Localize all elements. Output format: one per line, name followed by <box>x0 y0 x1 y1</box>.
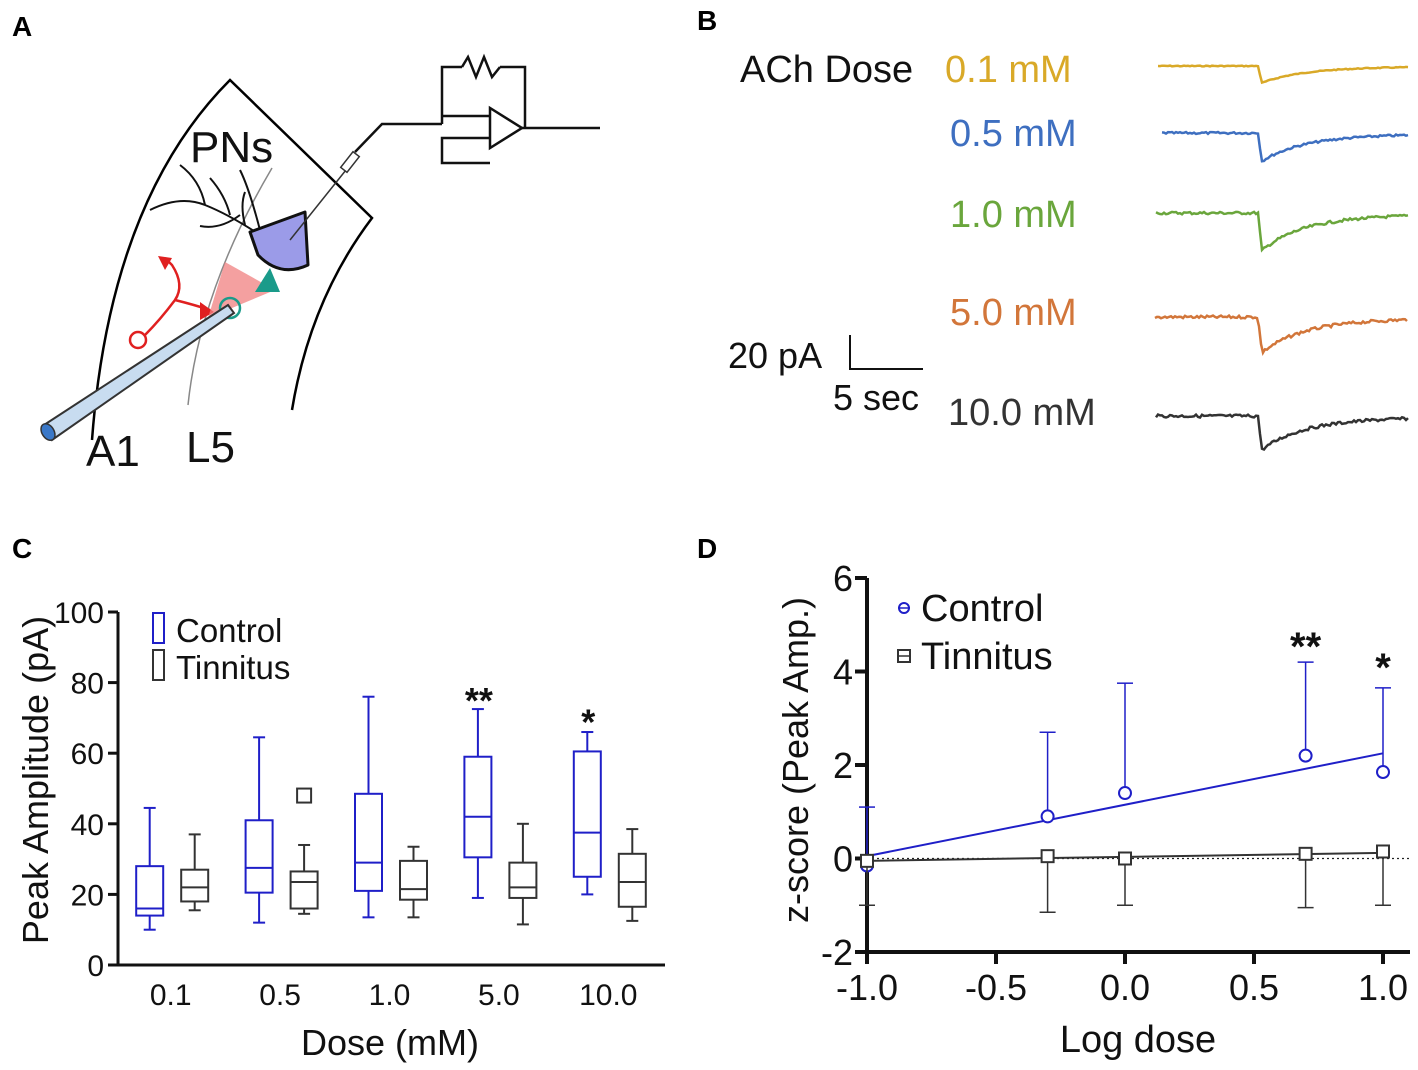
y-tick-label: 4 <box>833 652 853 693</box>
stim-site-circle <box>218 296 242 320</box>
box <box>399 859 428 901</box>
pns-label: PNs <box>190 123 273 172</box>
trace-label: 5.0 mM <box>950 292 1077 334</box>
cortex-slice-outline <box>90 78 374 441</box>
current-trace <box>1157 64 1409 85</box>
panel-b-letter: B <box>697 5 717 36</box>
significance-marker: ** <box>465 680 493 721</box>
panel-b: B ACh Dose 0.1 mM 0.5 mM 1.0 mM 5.0 mM 10.0 … <box>697 5 1409 452</box>
legend-swatch <box>152 612 165 644</box>
current-trace <box>1161 130 1409 163</box>
box <box>135 865 165 917</box>
current-trace <box>1154 313 1408 357</box>
y-tick-label: 40 <box>71 809 104 842</box>
panel-d-letter: D <box>697 533 717 564</box>
pyramidal-dendrites <box>149 164 263 239</box>
current-trace <box>1154 412 1409 452</box>
x-tick-label: 0.0 <box>1100 967 1150 1008</box>
box <box>617 852 647 908</box>
recording-pipette <box>289 122 442 241</box>
scale-bar: 20 pA 5 sec <box>728 335 923 418</box>
teal-terminal-icon <box>255 268 280 292</box>
data-point <box>1040 809 1055 824</box>
panel-c: C 0 20 40 60 80 100 0.1 0.5 1.0 5.0 10.0 Dose (mM) P… <box>12 533 665 1063</box>
a1-label: A1 <box>86 427 140 476</box>
y-tick-label: 100 <box>54 597 104 630</box>
y-axis-title: Peak Amplitude (pA) <box>15 616 56 944</box>
legend-label: Tinnitus <box>176 649 290 686</box>
trace-label: 1.0 mM <box>950 194 1077 236</box>
data-point <box>860 853 874 868</box>
x-axis-title: Dose (mM) <box>301 1022 479 1063</box>
legend-label: Control <box>176 612 282 649</box>
current-trace <box>1155 210 1409 253</box>
box-plot-chart: 0 20 40 60 80 100 0.1 0.5 1.0 5.0 10.0 Dose (mM) Pea… <box>15 597 665 1063</box>
data-point <box>1118 786 1132 801</box>
amplifier-circuit <box>440 53 600 165</box>
x-tick-label: 1.0 <box>369 979 411 1012</box>
x-tick-label: 10.0 <box>579 979 637 1012</box>
panel-a: A PNs <box>12 11 600 476</box>
legend-label: Control <box>921 588 1044 630</box>
y-tick-label: 20 <box>71 879 104 912</box>
box <box>508 861 538 899</box>
trace-lines <box>1154 64 1409 452</box>
y-axis-title: z-score (Peak Amp.) <box>775 597 816 923</box>
scale-bar-time: 5 sec <box>833 377 919 418</box>
legend-swatch <box>152 649 165 681</box>
y-tick-label: -2 <box>821 932 853 973</box>
x-tick-label: -0.5 <box>965 967 1027 1008</box>
scale-bar-amplitude: 20 pA <box>728 335 822 376</box>
box <box>572 750 602 878</box>
trace-labels: 0.1 mM 0.5 mM 1.0 mM 5.0 mM 10.0 mM <box>945 49 1096 434</box>
l5-label: L5 <box>186 423 235 472</box>
box <box>289 870 319 910</box>
data-point <box>1298 846 1313 861</box>
box <box>180 868 210 903</box>
data-point <box>1298 748 1313 763</box>
data-point <box>1376 765 1390 780</box>
data-point <box>1118 851 1132 866</box>
box <box>463 755 493 859</box>
x-tick-label: 1.0 <box>1358 967 1408 1008</box>
y-tick-label: 80 <box>71 668 104 701</box>
red-axon-terminal-icon <box>200 302 214 320</box>
x-tick-label: 0.5 <box>259 979 301 1012</box>
trace-label: 0.1 mM <box>945 49 1072 91</box>
fit-line <box>866 752 1384 858</box>
dose-response-chart: -2 0 2 4 6 -1.0 -0.5 0.0 0.5 1.0 Log dose z-score (… <box>775 558 1410 1061</box>
panel-d: D -2 0 2 4 6 -1.0 -0.5 0.0 0.5 1.0 Log dose z-score… <box>697 533 1410 1061</box>
significance-marker: * <box>581 701 595 742</box>
x-tick-label: 0.1 <box>150 979 192 1012</box>
pyramidal-neuron-soma <box>248 210 310 272</box>
y-tick-label: 6 <box>833 558 853 599</box>
stimulation-pipette <box>40 303 236 442</box>
stimulation-cone <box>208 262 275 318</box>
x-tick-label: 5.0 <box>478 979 520 1012</box>
significance-marker: ** <box>1290 625 1322 669</box>
data-point <box>1376 844 1390 859</box>
trace-label: 0.5 mM <box>950 113 1077 155</box>
x-tick-label: 0.5 <box>1229 967 1279 1008</box>
y-tick-label: 0 <box>87 950 104 983</box>
panel-a-letter: A <box>12 11 32 42</box>
layer-boundary-line <box>187 167 273 406</box>
red-terminal-icon <box>158 256 172 270</box>
y-tick-label: 2 <box>833 745 853 786</box>
legend-label: Tinnitus <box>921 636 1053 678</box>
significance-marker: * <box>1375 646 1391 690</box>
ach-dose-title: ACh Dose <box>740 49 913 91</box>
panel-c-letter: C <box>12 533 32 564</box>
y-tick-label: 0 <box>833 839 853 880</box>
data-point <box>1040 849 1055 864</box>
x-axis-title: Log dose <box>1060 1019 1216 1061</box>
x-tick-label: -1.0 <box>836 967 898 1008</box>
y-tick-label: 60 <box>71 738 104 771</box>
box <box>354 792 383 892</box>
trace-label: 10.0 mM <box>948 392 1096 434</box>
outlier-marker <box>296 787 313 804</box>
box <box>244 819 274 894</box>
